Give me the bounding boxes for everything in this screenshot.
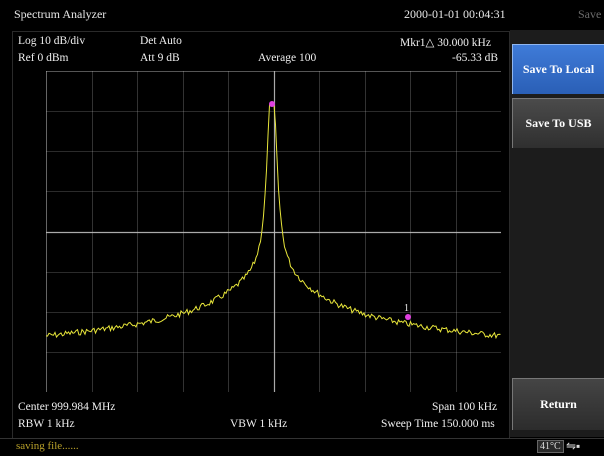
save-to-local-button[interactable]: Save To Local xyxy=(512,44,604,94)
peak-marker xyxy=(269,101,275,107)
datetime: 2000-01-01 00:04:31 xyxy=(404,7,506,21)
softkey-panel: Save To Local Save To USB Return xyxy=(510,30,604,437)
status-bar xyxy=(0,438,604,456)
vbw-readout: VBW 1 kHz xyxy=(230,418,288,430)
temperature-indicator: 41°C xyxy=(537,440,564,453)
rbw-readout: RBW 1 kHz xyxy=(18,418,75,430)
ref-level-readout: Ref 0 dBm xyxy=(18,52,69,64)
average-readout: Average 100 xyxy=(258,52,317,64)
status-message: saving file...... xyxy=(16,440,79,452)
return-button[interactable]: Return xyxy=(512,378,604,430)
menu-tab-save[interactable]: Save xyxy=(578,7,602,21)
marker-1 xyxy=(405,314,411,320)
marker-value-readout: -65.33 dB xyxy=(452,52,498,64)
graticule: 1 xyxy=(46,71,501,392)
trace-line xyxy=(46,104,501,340)
attenuation-readout: Att 9 dB xyxy=(140,52,180,64)
scale-readout: Log 10 dB/div xyxy=(18,35,86,47)
marker-readout: Mkr1△ 30.000 kHz xyxy=(400,37,491,49)
grid-lines xyxy=(46,71,501,392)
marker-1-label: 1 xyxy=(404,303,409,314)
title-bar xyxy=(0,0,604,30)
usb-icon: ⇋▪ xyxy=(566,439,581,453)
span-readout: Span 100 kHz xyxy=(432,401,498,413)
detector-readout: Det Auto xyxy=(140,35,182,47)
center-frequency-readout: Center 999.984 MHz xyxy=(18,401,116,413)
app-title: Spectrum Analyzer xyxy=(14,7,107,21)
save-to-usb-button[interactable]: Save To USB xyxy=(512,98,604,148)
sweep-time-readout: Sweep Time 150.000 ms xyxy=(381,418,495,430)
